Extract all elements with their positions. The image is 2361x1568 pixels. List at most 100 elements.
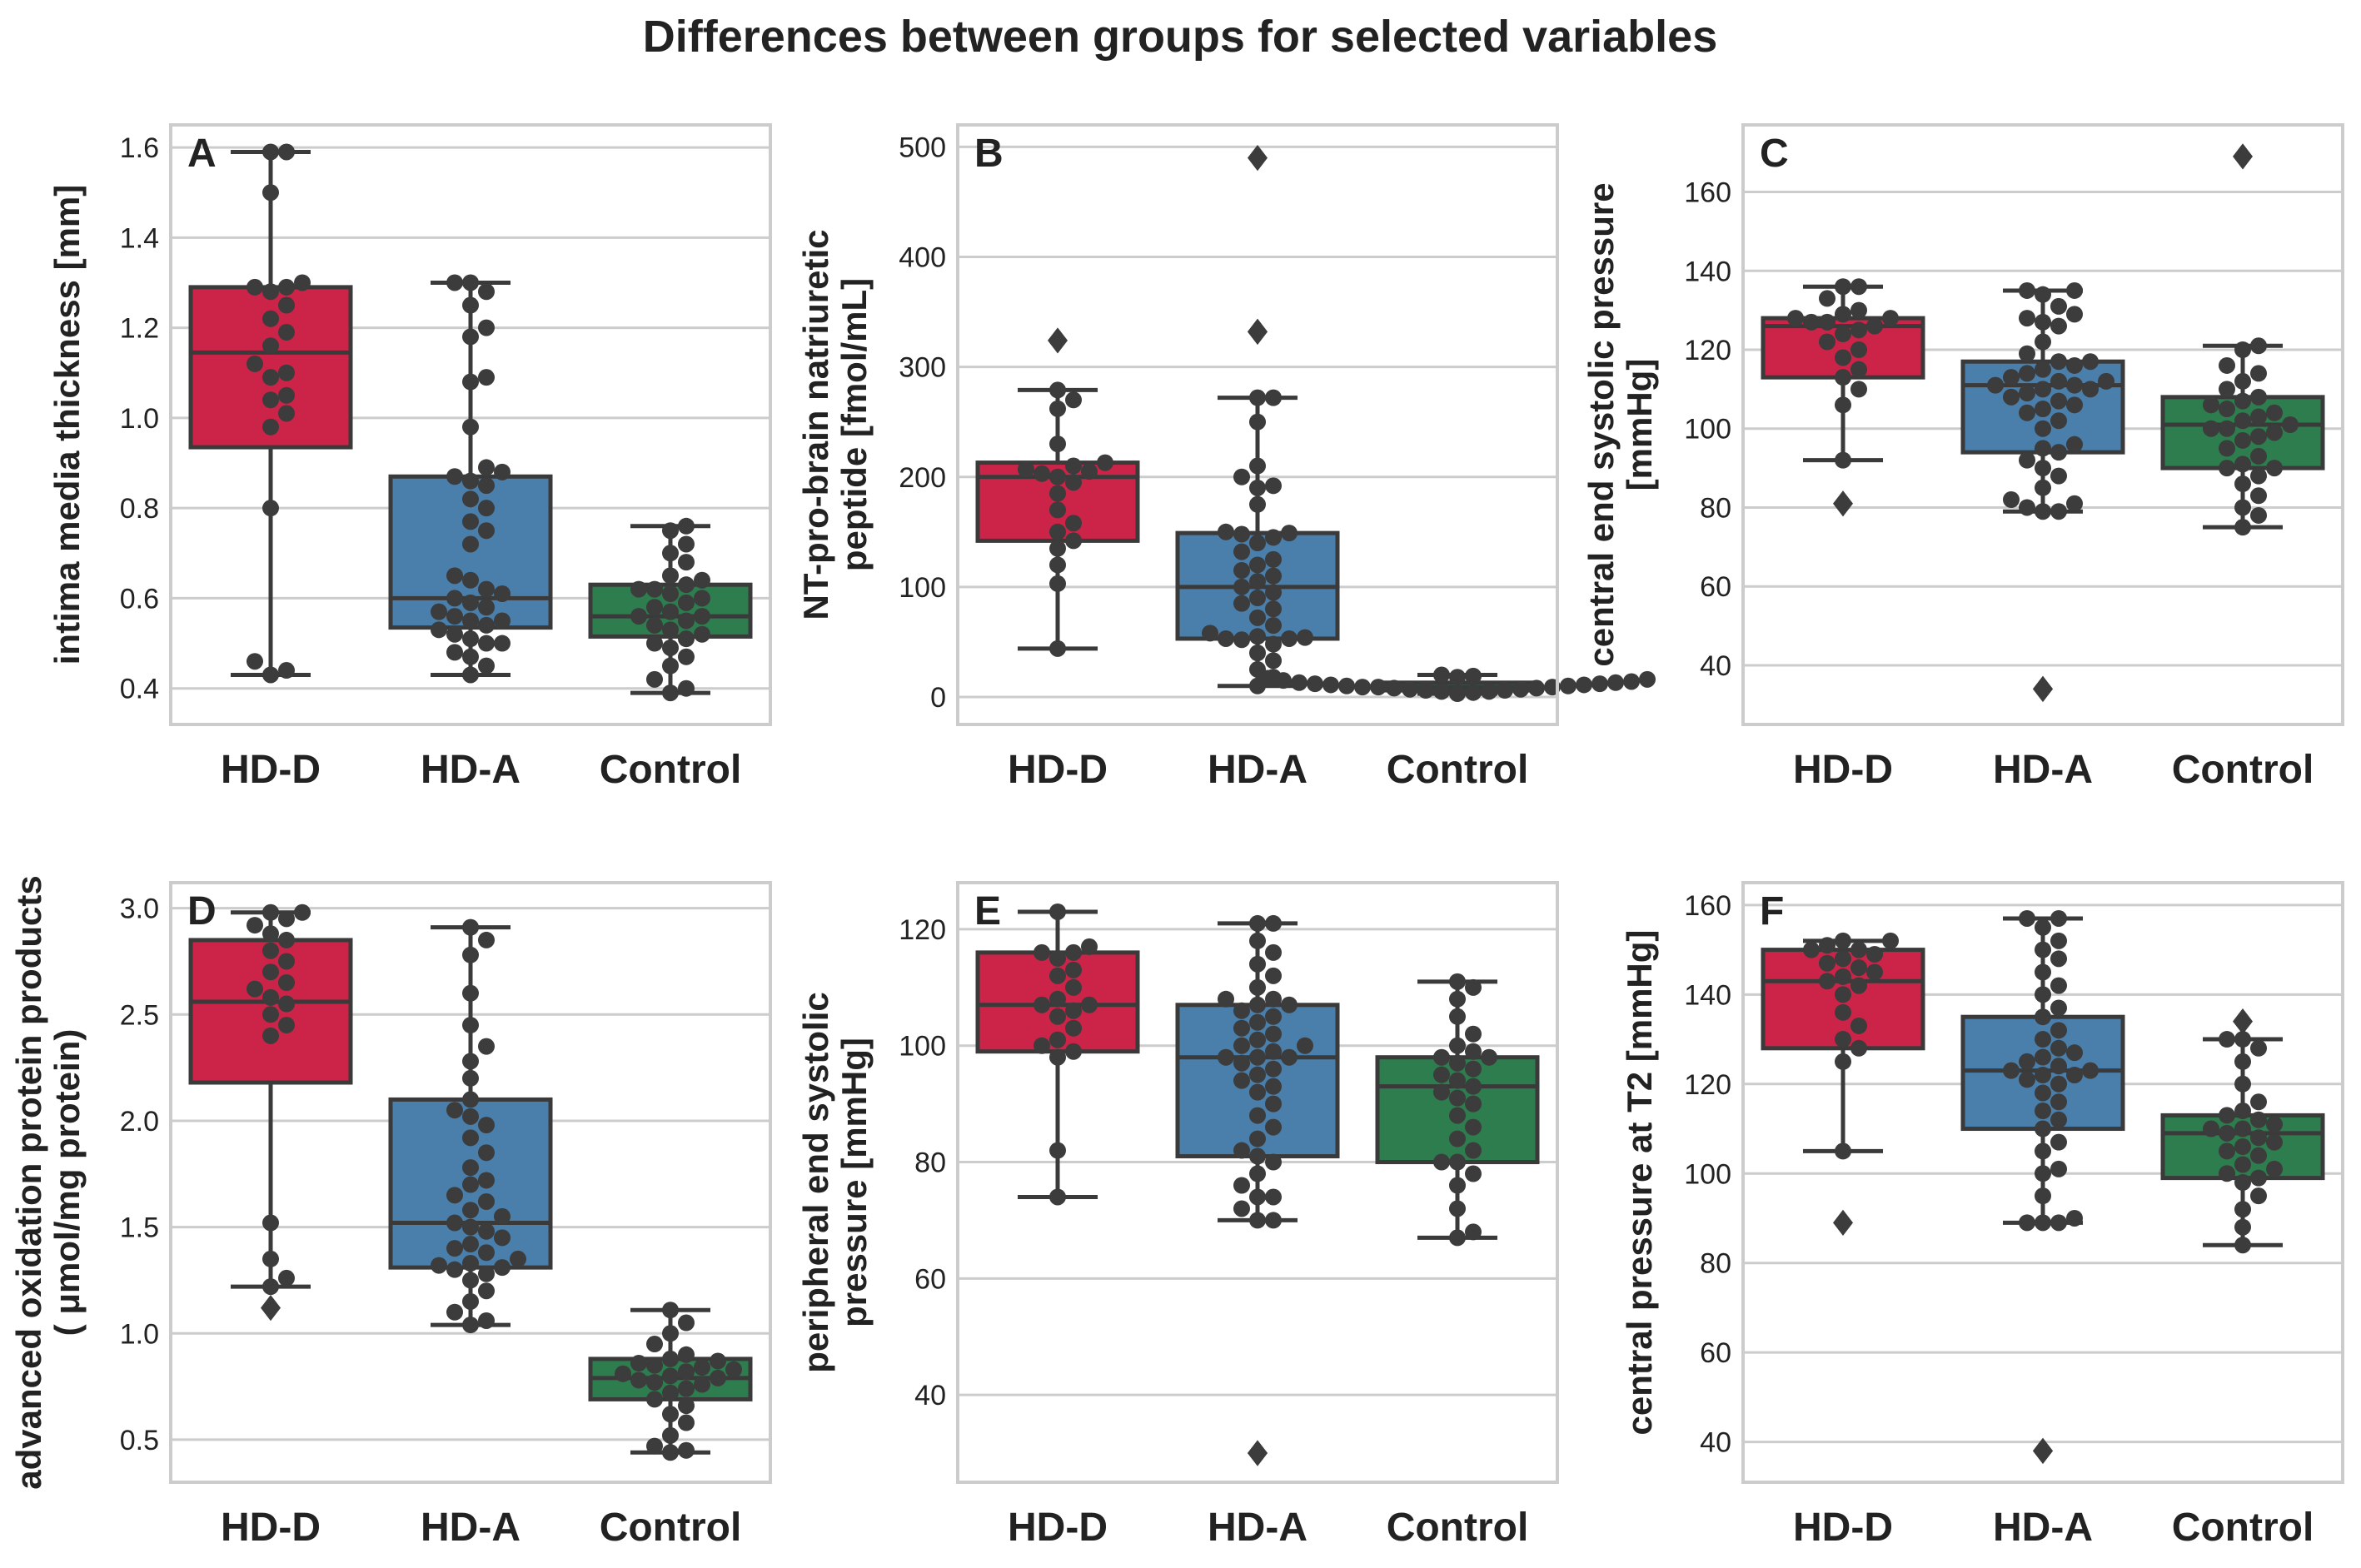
data-point bbox=[278, 364, 295, 381]
data-point bbox=[262, 500, 279, 517]
data-point bbox=[2050, 467, 2067, 485]
x-category-label: HD-A bbox=[1993, 748, 2093, 792]
data-point bbox=[262, 310, 279, 327]
data-point bbox=[1835, 451, 1851, 469]
data-point bbox=[630, 1371, 647, 1389]
data-point bbox=[2003, 388, 2020, 406]
data-point bbox=[262, 391, 279, 409]
box-group-control bbox=[1259, 666, 1656, 703]
data-point bbox=[2250, 447, 2267, 465]
x-category-label: HD-D bbox=[221, 1506, 321, 1550]
data-point bbox=[294, 903, 311, 921]
data-point bbox=[462, 666, 479, 684]
data-point bbox=[1819, 973, 1836, 990]
y-axis-label: [mmHg] bbox=[1620, 359, 1659, 491]
data-point bbox=[1623, 673, 1640, 690]
data-point bbox=[2035, 963, 2051, 981]
data-point bbox=[1835, 1003, 1851, 1021]
data-point bbox=[1835, 950, 1851, 968]
data-point bbox=[710, 1352, 726, 1370]
data-point bbox=[462, 594, 479, 611]
box-group-hd-d bbox=[188, 143, 353, 684]
data-point bbox=[1449, 1054, 1466, 1072]
data-point bbox=[1449, 1177, 1466, 1194]
data-point bbox=[1249, 1083, 1266, 1101]
data-point bbox=[2066, 396, 2083, 414]
data-point bbox=[2035, 1048, 2051, 1066]
y-tick-label: 120 bbox=[1684, 335, 1731, 366]
data-point bbox=[462, 472, 479, 490]
data-point bbox=[2250, 1147, 2267, 1164]
outlier-marker bbox=[1048, 327, 1068, 354]
data-point bbox=[2035, 381, 2051, 398]
data-point bbox=[478, 931, 495, 948]
data-point bbox=[2050, 999, 2067, 1017]
data-point bbox=[2019, 1053, 2035, 1070]
data-point bbox=[247, 980, 263, 998]
data-point bbox=[278, 405, 295, 422]
data-point bbox=[2250, 365, 2267, 382]
data-point bbox=[1297, 629, 1313, 646]
data-point bbox=[431, 603, 447, 620]
panel-letter: D bbox=[187, 889, 217, 933]
box-group-hd-d bbox=[1761, 932, 1925, 1236]
y-tick-label: 2.0 bbox=[120, 1106, 159, 1137]
data-point bbox=[1049, 1142, 1066, 1159]
data-point bbox=[2019, 365, 2035, 382]
x-category-label: HD-D bbox=[1008, 1506, 1108, 1550]
data-point bbox=[478, 459, 495, 476]
data-point bbox=[1249, 1048, 1266, 1066]
data-point bbox=[1465, 667, 1482, 684]
data-point bbox=[2234, 1075, 2251, 1093]
data-point bbox=[478, 319, 495, 336]
data-point bbox=[2050, 1160, 2067, 1177]
data-point bbox=[278, 278, 295, 296]
x-category-label: Control bbox=[600, 1506, 742, 1550]
data-point bbox=[662, 684, 679, 702]
data-point bbox=[462, 535, 479, 553]
data-point bbox=[678, 1346, 695, 1363]
x-category-label: Control bbox=[2172, 1506, 2314, 1550]
data-point bbox=[2250, 487, 2267, 505]
panel-letter: C bbox=[1760, 132, 1789, 176]
data-point bbox=[462, 296, 479, 314]
data-point bbox=[478, 1282, 495, 1300]
data-point bbox=[2234, 341, 2251, 358]
data-point bbox=[2050, 1133, 2067, 1151]
data-point bbox=[2219, 1107, 2235, 1124]
data-point bbox=[678, 1414, 695, 1431]
x-category-label: Control bbox=[600, 748, 742, 792]
data-point bbox=[1639, 670, 1656, 688]
data-point bbox=[1866, 963, 1883, 981]
data-point bbox=[678, 1441, 695, 1459]
data-point bbox=[694, 625, 710, 643]
data-point bbox=[1218, 1048, 1234, 1066]
box-group-control bbox=[2160, 1008, 2325, 1254]
data-point bbox=[1835, 396, 1851, 414]
data-point bbox=[462, 1292, 479, 1310]
outlier-marker bbox=[261, 1295, 281, 1322]
data-point bbox=[1449, 669, 1466, 686]
data-point bbox=[1249, 1031, 1266, 1048]
data-point bbox=[2250, 1129, 2267, 1147]
data-point bbox=[462, 1129, 479, 1147]
x-category-label: HD-A bbox=[1993, 1506, 2093, 1550]
data-point bbox=[446, 1214, 463, 1232]
data-point bbox=[646, 1336, 663, 1353]
data-point bbox=[1265, 943, 1282, 961]
data-point bbox=[710, 1369, 726, 1386]
data-point bbox=[1249, 1165, 1266, 1182]
data-point bbox=[2003, 1062, 2020, 1079]
data-point bbox=[1835, 349, 1851, 366]
panels: 0.4 0.6 0.8 1.0 1.2 1.4 1.6 HD-D HD-A Control Aint… bbox=[9, 123, 2344, 1550]
data-point bbox=[1465, 1165, 1482, 1182]
data-point bbox=[1249, 573, 1266, 590]
data-point bbox=[1034, 465, 1050, 482]
data-point bbox=[462, 612, 479, 630]
data-point bbox=[1265, 652, 1282, 670]
data-point bbox=[1265, 617, 1282, 635]
y-axis-label: pressure [mmHg] bbox=[834, 1038, 874, 1327]
data-point bbox=[2250, 1093, 2267, 1111]
data-point bbox=[2050, 392, 2067, 410]
data-point bbox=[462, 1108, 479, 1125]
